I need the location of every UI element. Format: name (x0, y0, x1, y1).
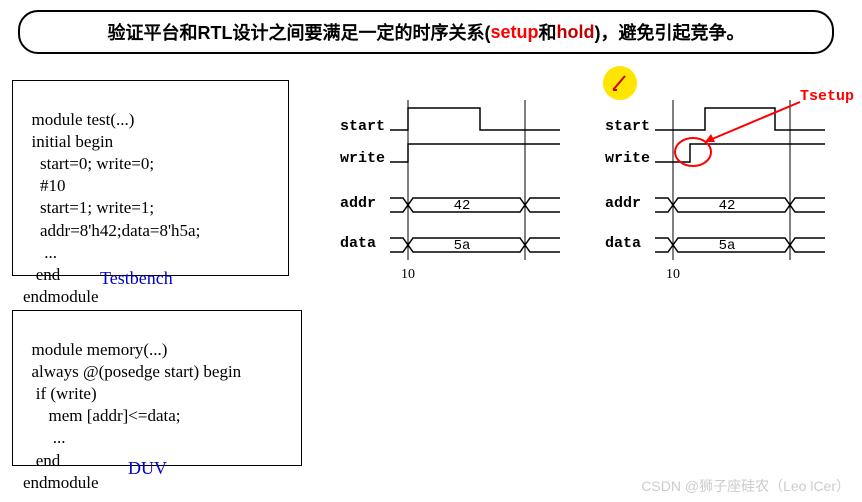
time-r: 10 (666, 267, 680, 282)
title-box: 验证平台和RTL设计之间要满足一定的时序关系( setup 和 hold )，避… (18, 10, 834, 54)
time-l: 10 (401, 267, 415, 282)
watermark: CSDN @狮子座硅农（Leo lCer） (641, 476, 850, 496)
wave-left-svg: 42 5a 10 (340, 100, 600, 290)
wave-right-svg: 42 5a 10 (605, 100, 862, 290)
data-val-r: 5a (719, 238, 736, 254)
addr-val-l: 42 (454, 198, 471, 214)
waveform-left: start write addr data 42 5a 10 (340, 100, 600, 290)
tsetup-label: Tsetup (800, 88, 854, 105)
duv-code-box: module memory(...) always @(posedge star… (12, 310, 302, 466)
waveform-right: start write addr data 42 5a 10 (605, 100, 862, 290)
title-mid: 和 (539, 19, 557, 45)
title-hold: hold (557, 22, 595, 43)
testbench-code-box: module test(...) initial begin start=0; … (12, 80, 289, 276)
addr-val-r: 42 (719, 198, 736, 214)
title-setup: setup (490, 22, 538, 43)
pen-icon (603, 66, 637, 100)
highlight-marker (603, 66, 637, 100)
title-suffix: )，避免引起竞争。 (595, 19, 745, 45)
title-prefix: 验证平台和RTL设计之间要满足一定的时序关系( (108, 19, 491, 45)
testbench-label: Testbench (100, 268, 173, 289)
data-val-l: 5a (454, 238, 471, 254)
duv-label: DUV (128, 458, 167, 479)
